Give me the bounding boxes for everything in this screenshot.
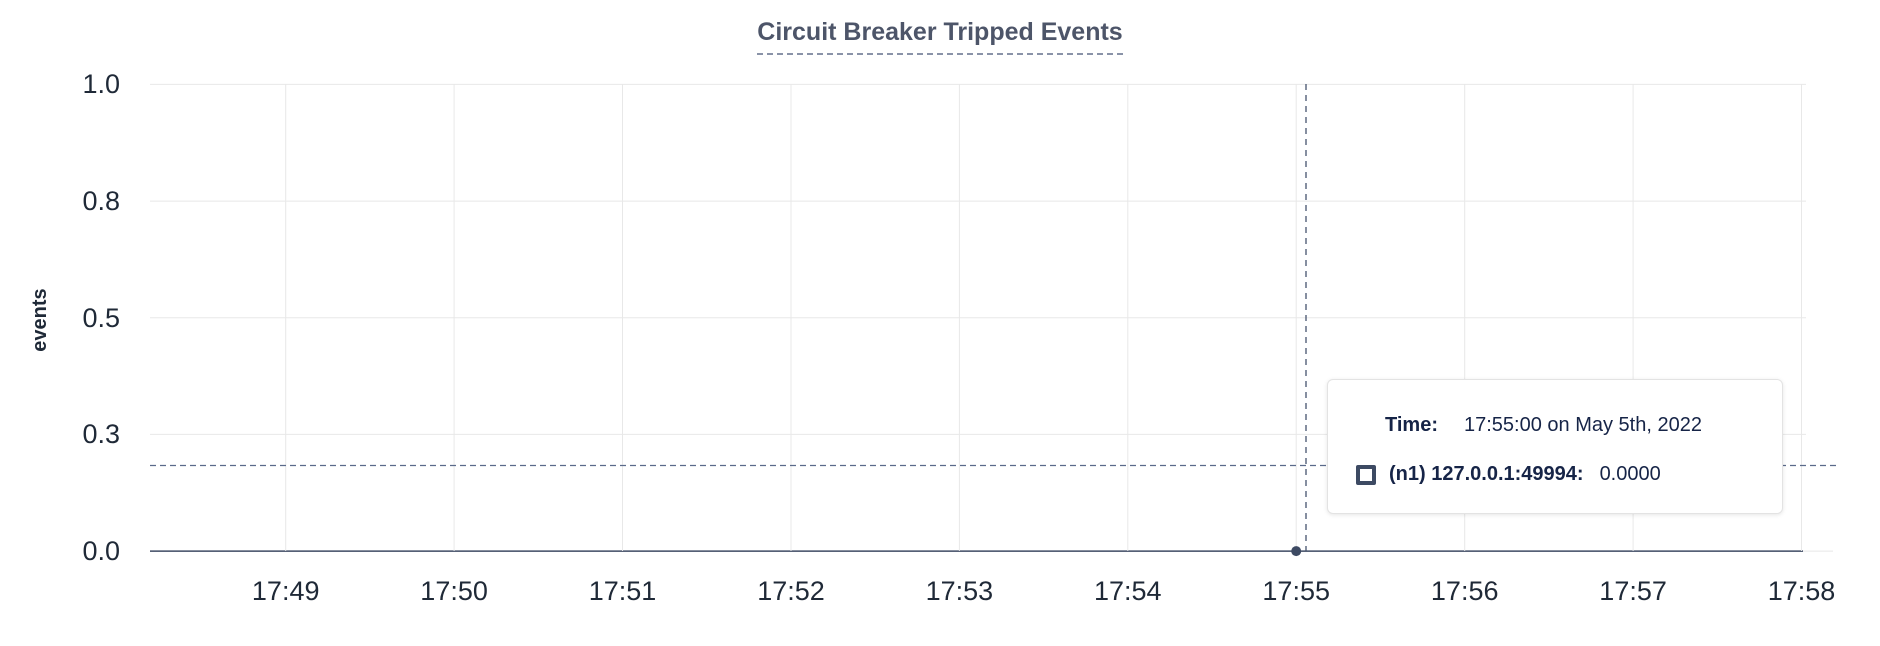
svg-text:17:54: 17:54 (1094, 576, 1162, 606)
svg-text:0.5: 0.5 (82, 303, 120, 333)
svg-text:17:51: 17:51 (589, 576, 657, 606)
svg-text:17:52: 17:52 (757, 576, 825, 606)
svg-text:events: events (29, 288, 51, 351)
svg-text:17:50: 17:50 (420, 576, 488, 606)
svg-text:17:57: 17:57 (1599, 576, 1667, 606)
svg-text:0.3: 0.3 (82, 419, 120, 449)
svg-text:1.0: 1.0 (82, 69, 120, 99)
svg-text:17:56: 17:56 (1431, 576, 1499, 606)
svg-text:17:53: 17:53 (926, 576, 994, 606)
svg-text:0.0: 0.0 (82, 536, 120, 566)
svg-text:17:58: 17:58 (1768, 576, 1836, 606)
svg-text:17:55: 17:55 (1262, 576, 1330, 606)
svg-text:17:49: 17:49 (252, 576, 320, 606)
svg-text:0.8: 0.8 (82, 186, 120, 216)
